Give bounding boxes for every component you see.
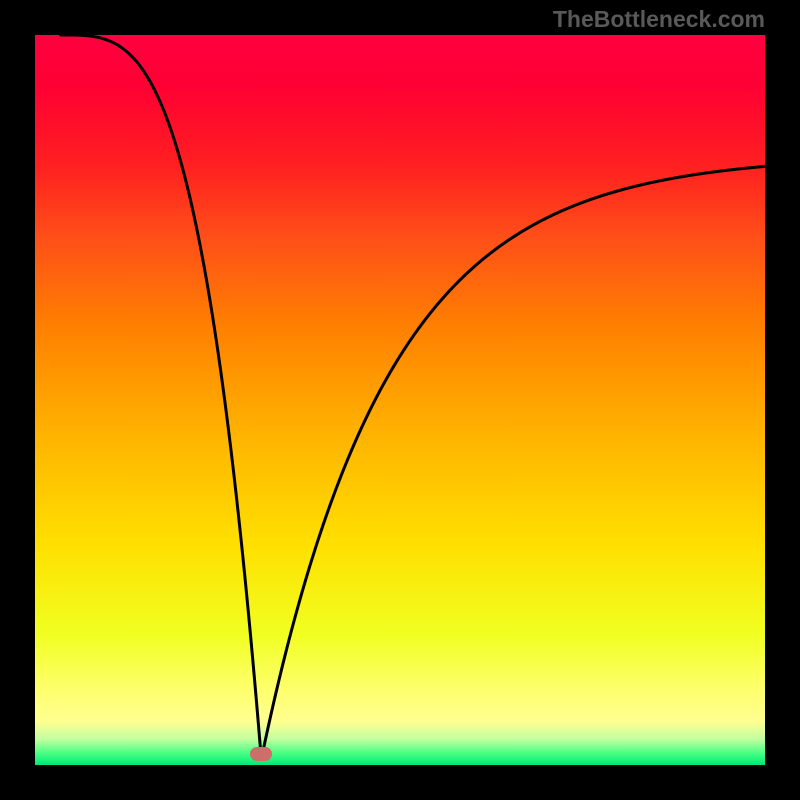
watermark-text: TheBottleneck.com [553, 6, 765, 33]
figure-container: TheBottleneck.com [0, 0, 800, 800]
bottleneck-curve [61, 35, 765, 759]
plot-area [35, 35, 765, 765]
minimum-marker [250, 747, 272, 761]
curve-layer [35, 35, 765, 765]
